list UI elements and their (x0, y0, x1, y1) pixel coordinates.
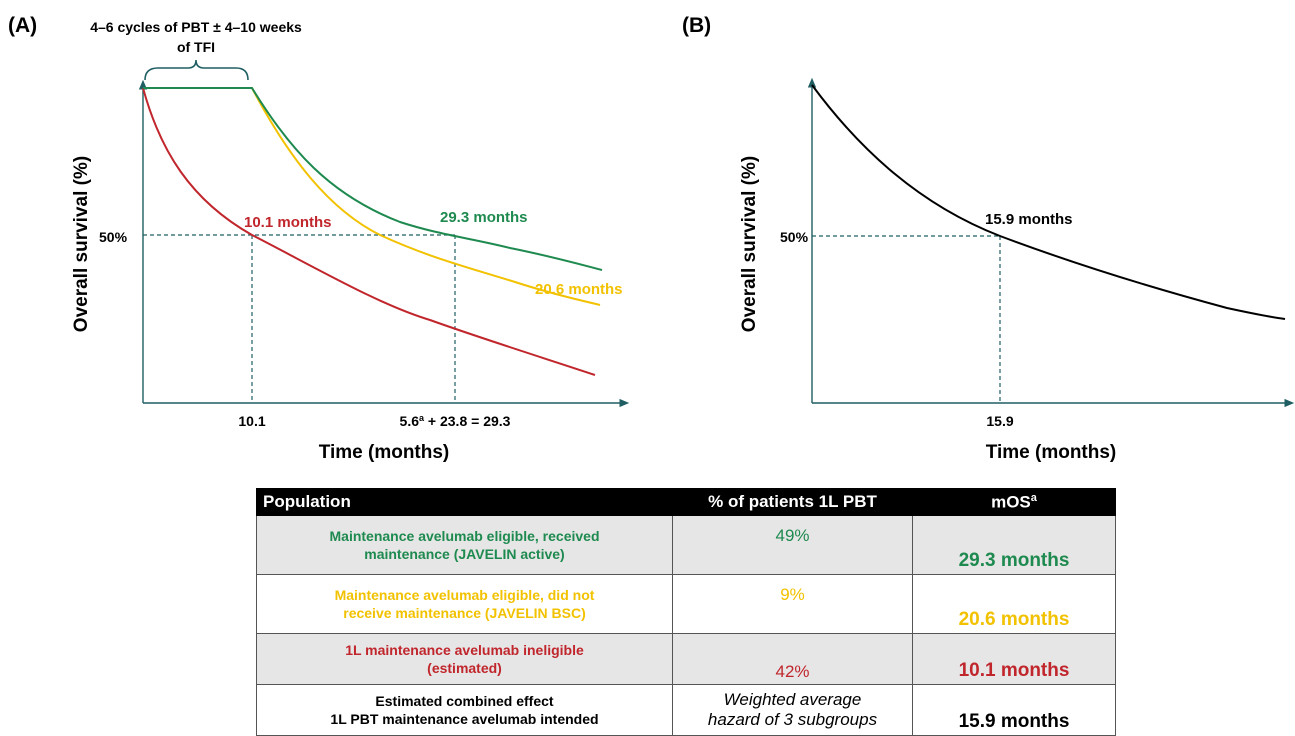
table-header-row: Population % of patients 1L PBT mOSa (256, 488, 1116, 516)
mos-cell: 15.9 months (912, 684, 1116, 736)
x-tick-15-9: 15.9 (986, 413, 1013, 429)
mos-cell: 20.6 months (912, 574, 1116, 634)
summary-table: Population % of patients 1L PBT mOSa Mai… (256, 488, 1116, 736)
series-line-combined (811, 84, 1286, 320)
label-black: 15.9 months (985, 211, 1073, 228)
series-line-yellow (143, 87, 601, 306)
x-tick-10-1: 10.1 (238, 413, 265, 429)
population-cell: Maintenance avelumab eligible, did not re… (256, 574, 673, 634)
header-percent: % of patients 1L PBT (672, 488, 913, 516)
population-cell: 1L maintenance avelumab ineligible (estim… (256, 633, 673, 685)
table-row: Estimated combined effect 1L PBT maintena… (256, 684, 1116, 736)
percent-cell: 42% (672, 633, 913, 685)
percent-cell: 49% (672, 515, 913, 575)
y-axis-title: Overall survival (%) (71, 156, 92, 332)
percent-cell: 9% (672, 574, 913, 634)
percent-cell: Weighted average hazard of 3 subgroups (672, 684, 913, 736)
label-yellow: 20.6 months (535, 281, 623, 298)
mos-cell: 29.3 months (912, 515, 1116, 575)
y-tick-50: 50% (780, 229, 809, 245)
table-row: Maintenance avelumab eligible, did not re… (256, 574, 1116, 634)
bracket-text-line2: of TFI (177, 39, 215, 55)
panel-b-chart: (B) 50% 15.9 15.9 months Time (months) O… (682, 14, 1295, 463)
header-mos: mOSa (912, 488, 1116, 516)
series-line-red (142, 87, 596, 376)
x-tick-29-3: 5.6a + 23.8 = 29.3 (400, 413, 511, 429)
panel-a-chart: (A) 4–6 cycles of PBT ± 4–10 weeks of TF… (8, 14, 630, 463)
mos-cell: 10.1 months (912, 633, 1116, 685)
population-cell: Maintenance avelumab eligible, received m… (256, 515, 673, 575)
y-axis-title: Overall survival (%) (739, 156, 760, 332)
label-red: 10.1 months (244, 214, 332, 231)
y-tick-50: 50% (99, 229, 128, 245)
x-axis-title: Time (months) (986, 442, 1117, 463)
treatment-bracket (144, 59, 249, 81)
table-row: 1L maintenance avelumab ineligible (estim… (256, 633, 1116, 685)
table-row: Maintenance avelumab eligible, received m… (256, 515, 1116, 575)
population-cell: Estimated combined effect 1L PBT maintena… (256, 684, 673, 736)
bracket-text-line1: 4–6 cycles of PBT ± 4–10 weeks (90, 19, 302, 35)
header-population: Population (256, 488, 673, 516)
series-line-green (143, 87, 603, 271)
panel-b-label: (B) (682, 14, 711, 37)
panel-a-label: (A) (8, 14, 37, 37)
label-green: 29.3 months (440, 209, 528, 226)
x-axis-title: Time (months) (319, 442, 450, 463)
